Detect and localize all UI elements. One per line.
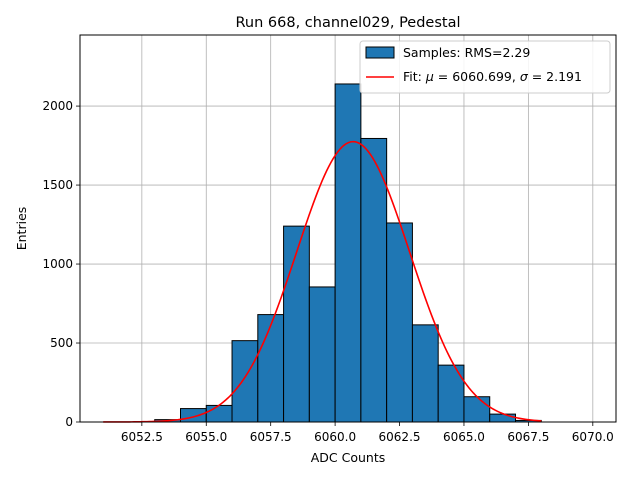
histogram-bar-1 [180,408,207,423]
legend-fit-mu-value: = 6060.699, [434,69,520,84]
x-tick-label-4: 6062.5 [379,430,421,444]
x-tick-label-7: 6070.0 [572,430,614,444]
y-axis-ticks: 0 500 1000 1500 2000 [42,99,80,429]
legend-fit-mu-symbol: μ [425,69,434,84]
y-tick-label-1: 500 [50,336,73,350]
y-tick-label-4: 2000 [42,99,73,113]
x-tick-label-5: 6065.0 [443,430,485,444]
histogram-bar-13 [489,413,517,423]
histogram-bar-12 [463,396,491,423]
histogram-bar-2 [205,404,233,423]
histogram-bar-9 [386,222,413,423]
histogram-bar-4 [257,314,285,423]
x-tick-label-6: 6067.5 [507,430,549,444]
plot-frame [79,34,617,423]
x-tick-label-2: 6057.5 [250,430,292,444]
legend-fit-sigma-value: = 2.191 [528,69,582,84]
legend: Samples: RMS=2.29 Fit: μ = 6060.699, σ =… [359,40,611,94]
fit-curve-group [103,140,542,423]
legend-fit-label: Fit: μ = 6060.699, σ = 2.191 [403,69,582,84]
histogram-bars [154,83,542,423]
histogram-bar-11 [437,364,465,423]
legend-samples-swatch [365,46,395,59]
legend-fit-sigma-symbol: σ [520,69,529,84]
y-axis-label: Entries [14,207,29,251]
histogram-bar-8 [360,137,388,423]
x-axis-ticks: 6052.5 6055.0 6057.5 6060.0 6062.5 6065.0 6067… [121,422,614,444]
y-tick-label-2: 1000 [42,257,73,271]
histogram-bar-3 [231,340,259,423]
legend-fit-prefix: Fit: [403,69,426,84]
legend-box [359,40,611,94]
y-tick-label-3: 1500 [42,178,73,192]
histogram-bar-7 [334,83,362,423]
x-tick-label-0: 6052.5 [121,430,163,444]
chart-title: Run 668, channel029, Pedestal [235,15,460,31]
fit-curve [103,140,542,423]
legend-samples-label: Samples: RMS=2.29 [403,45,530,60]
x-tick-label-1: 6055.0 [185,430,227,444]
histogram-bar-6 [308,286,336,423]
histogram-bar-5 [283,225,310,423]
histogram-bar-10 [411,324,439,423]
x-tick-label-3: 6060.0 [314,430,356,444]
x-axis-label: ADC Counts [311,450,386,465]
y-tick-label-0: 0 [65,415,73,429]
